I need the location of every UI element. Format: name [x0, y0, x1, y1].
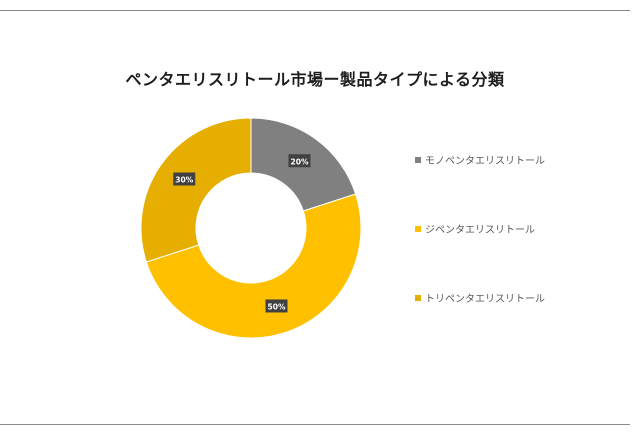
legend-label-tri: トリペンタエリスリトール	[425, 294, 545, 305]
data-label-di-bg	[265, 299, 288, 313]
data-label-tri-text: 30%	[175, 176, 193, 185]
data-label-tri-bg	[173, 172, 196, 186]
data-label-di: 50%	[265, 299, 288, 313]
bottom-divider	[0, 424, 630, 425]
legend-swatch-di	[415, 225, 421, 232]
data-label-di-text: 50%	[268, 302, 286, 311]
donut-slices	[140, 117, 362, 339]
data-label-mono-bg	[288, 154, 311, 168]
legend-label-mono: モノペンタエリスリトール	[425, 156, 545, 167]
data-label-mono: 20%	[288, 154, 311, 168]
slice-di	[145, 193, 362, 339]
legend-item-di: ジペンタエリスリトール	[415, 221, 535, 236]
donut-data-labels: 20% 50% 30%	[173, 154, 311, 313]
chart-title: ペンタエリスリトール市場ー製品タイプによる分類	[125, 70, 505, 89]
legend-item-tri: トリペンタエリスリトール	[415, 290, 545, 305]
slice-tri	[140, 117, 252, 263]
data-label-tri: 30%	[173, 172, 196, 186]
chart-legend: モノペンタエリスリトール ジペンタエリスリトール トリペンタエリスリトール	[415, 0, 625, 438]
legend-swatch-tri	[415, 294, 421, 301]
legend-swatch-mono	[415, 156, 421, 163]
legend-item-mono: モノペンタエリスリトール	[415, 152, 545, 167]
top-divider	[0, 10, 630, 11]
data-label-mono-text: 20%	[291, 157, 309, 166]
legend-label-di: ジペンタエリスリトール	[425, 225, 535, 236]
